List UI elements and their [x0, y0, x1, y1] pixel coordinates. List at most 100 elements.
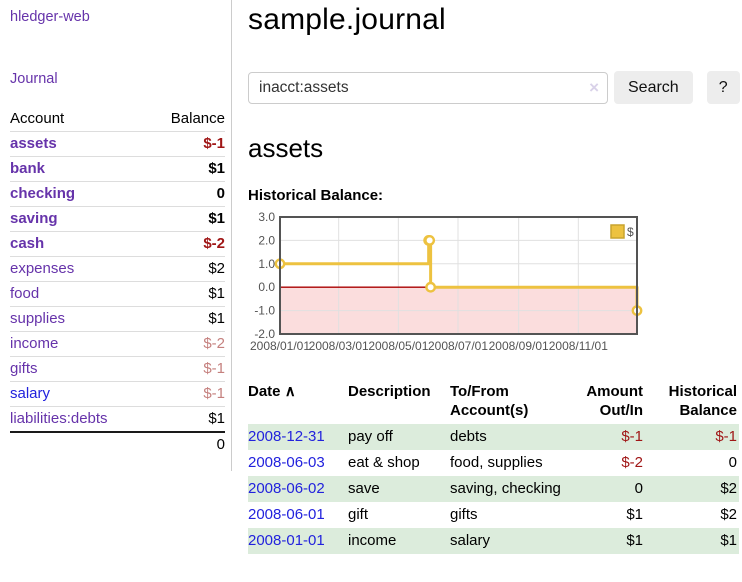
- transaction-amount: $-1: [621, 428, 643, 445]
- register-header-amount: Amount Out/In: [586, 383, 643, 419]
- svg-text:2008/11/01: 2008/11/01: [549, 339, 608, 353]
- transaction-description: pay off: [348, 428, 393, 445]
- accounts-total-balance: 0: [216, 436, 225, 453]
- account-row: salary $-1: [10, 381, 225, 407]
- account-balance: $1: [208, 285, 225, 302]
- account-row: gifts $-1: [10, 356, 225, 382]
- register-row: 2008-01-01 income salary $1 $1: [248, 528, 739, 554]
- chart-title: Historical Balance:: [248, 187, 384, 204]
- account-balance: 0: [216, 185, 225, 202]
- clear-search-icon[interactable]: ×: [589, 77, 599, 97]
- account-balance: $1: [208, 410, 225, 427]
- account-balance: $2: [208, 260, 225, 277]
- balance-chart-svg: $3.0 2.0 1.0 0.0 -1.0 -2.02008/01/012008/03/0…: [250, 210, 643, 353]
- search-form: × Search ?: [248, 71, 740, 104]
- account-row: supplies $1: [10, 306, 225, 332]
- register-row: 2008-12-31 pay off debts $-1 $-1: [248, 424, 739, 450]
- account-link-cash[interactable]: cash: [10, 235, 45, 252]
- transaction-historical: $2: [720, 506, 737, 523]
- account-link-supplies[interactable]: supplies: [10, 310, 66, 327]
- transaction-amount: $1: [626, 532, 643, 549]
- register-header-date[interactable]: Date ∧: [248, 380, 348, 424]
- app-title-link[interactable]: hledger-web: [10, 9, 90, 25]
- account-row: expenses $2: [10, 256, 225, 282]
- account-balance: $1: [208, 210, 225, 227]
- account-link-assets[interactable]: assets: [10, 135, 57, 152]
- account-row: income $-2: [10, 331, 225, 357]
- transaction-date-link[interactable]: 2008-06-03: [248, 454, 325, 471]
- svg-text:2.0: 2.0: [258, 233, 275, 247]
- account-balance: $-2: [203, 235, 225, 252]
- search-input[interactable]: [248, 71, 608, 104]
- register-row: 2008-06-01 gift gifts $1 $2: [248, 502, 739, 528]
- accounts-header-row: Account Balance: [10, 107, 225, 132]
- transaction-date-link[interactable]: 2008-06-02: [248, 480, 325, 497]
- account-link-salary[interactable]: salary: [10, 385, 51, 402]
- transaction-date-link[interactable]: 2008-06-01: [248, 506, 325, 523]
- sort-asc-icon: ∧: [284, 383, 296, 400]
- account-link-bank[interactable]: bank: [10, 160, 46, 177]
- transaction-amount: $-2: [621, 454, 643, 471]
- accounts-total-row: 0: [10, 432, 225, 457]
- transaction-amount: $1: [626, 506, 643, 523]
- accounts-table: Account Balance assets $-1 bank $1 check…: [10, 107, 225, 457]
- svg-text:0.0: 0.0: [258, 280, 275, 294]
- svg-text:2008/05/01: 2008/05/01: [368, 339, 428, 353]
- transaction-accounts: saving, checking: [450, 480, 561, 497]
- account-balance: $-2: [203, 335, 225, 352]
- transaction-date-link[interactable]: 2008-12-31: [248, 428, 325, 445]
- account-row: saving $1: [10, 206, 225, 232]
- accounts-header-balance: Balance: [170, 110, 225, 127]
- account-row: food $1: [10, 281, 225, 307]
- account-link-checking[interactable]: checking: [10, 185, 76, 202]
- svg-text:-2.0: -2.0: [254, 327, 275, 341]
- account-balance: $-1: [203, 135, 225, 152]
- svg-text:3.0: 3.0: [258, 211, 275, 224]
- account-link-gifts[interactable]: gifts: [10, 360, 38, 377]
- register-row: 2008-06-03 eat & shop food, supplies $-2…: [248, 450, 739, 476]
- svg-text:2008/01/01: 2008/01/01: [250, 339, 310, 353]
- account-heading: assets: [248, 133, 324, 163]
- svg-text:2008/07/01: 2008/07/01: [428, 339, 488, 353]
- register-table: Date ∧ Description To/From Account(s) Am…: [248, 380, 739, 554]
- svg-text:2008/09/01: 2008/09/01: [489, 339, 549, 353]
- transaction-description: income: [348, 532, 397, 549]
- account-link-income[interactable]: income: [10, 335, 59, 352]
- transaction-description: eat & shop: [348, 454, 420, 471]
- transaction-historical: $1: [720, 532, 737, 549]
- account-row: bank $1: [10, 156, 225, 182]
- sidebar: hledger-web Journal Account Balance asse…: [0, 0, 232, 471]
- date-header-label: Date: [248, 383, 281, 400]
- accounts-header-account: Account: [10, 110, 65, 127]
- transaction-historical: $-1: [715, 428, 737, 445]
- transaction-description: save: [348, 480, 380, 497]
- svg-text:1.0: 1.0: [258, 257, 275, 271]
- register-header-description: Description: [348, 383, 431, 400]
- help-button[interactable]: ?: [706, 71, 740, 104]
- search-button[interactable]: Search: [614, 71, 693, 104]
- transaction-description: gift: [348, 506, 369, 523]
- transaction-accounts: food, supplies: [450, 454, 543, 471]
- register-header-historical: Historical Balance: [668, 383, 737, 419]
- sidebar-item-journal[interactable]: Journal: [10, 71, 58, 87]
- balance-chart[interactable]: $3.0 2.0 1.0 0.0 -1.0 -2.0 2008/01/01 2008/03/0…: [248, 210, 644, 359]
- page-title: sample.journal: [248, 3, 446, 36]
- svg-text:-1.0: -1.0: [254, 304, 275, 318]
- account-link-food[interactable]: food: [10, 285, 40, 302]
- transaction-accounts: salary: [450, 532, 491, 549]
- account-link-saving[interactable]: saving: [10, 210, 58, 227]
- register-row: 2008-06-02 save saving, checking 0 $2: [248, 476, 739, 502]
- transaction-accounts: debts: [450, 428, 487, 445]
- transaction-historical: $2: [720, 480, 737, 497]
- account-link-liabilities-debts[interactable]: liabilities:debts: [10, 410, 108, 427]
- register-header-row: Date ∧ Description To/From Account(s) Am…: [248, 380, 739, 424]
- account-row: assets $-1: [10, 131, 225, 157]
- transaction-historical: 0: [728, 454, 737, 471]
- account-link-expenses[interactable]: expenses: [10, 260, 75, 277]
- account-balance: $-1: [203, 360, 225, 377]
- transaction-amount: 0: [634, 480, 643, 497]
- transaction-date-link[interactable]: 2008-01-01: [248, 532, 325, 549]
- svg-text:2008/03/01: 2008/03/01: [309, 339, 369, 353]
- main-content: sample.journal × Search ? assets Histori…: [232, 0, 742, 574]
- svg-text:$: $: [627, 225, 634, 239]
